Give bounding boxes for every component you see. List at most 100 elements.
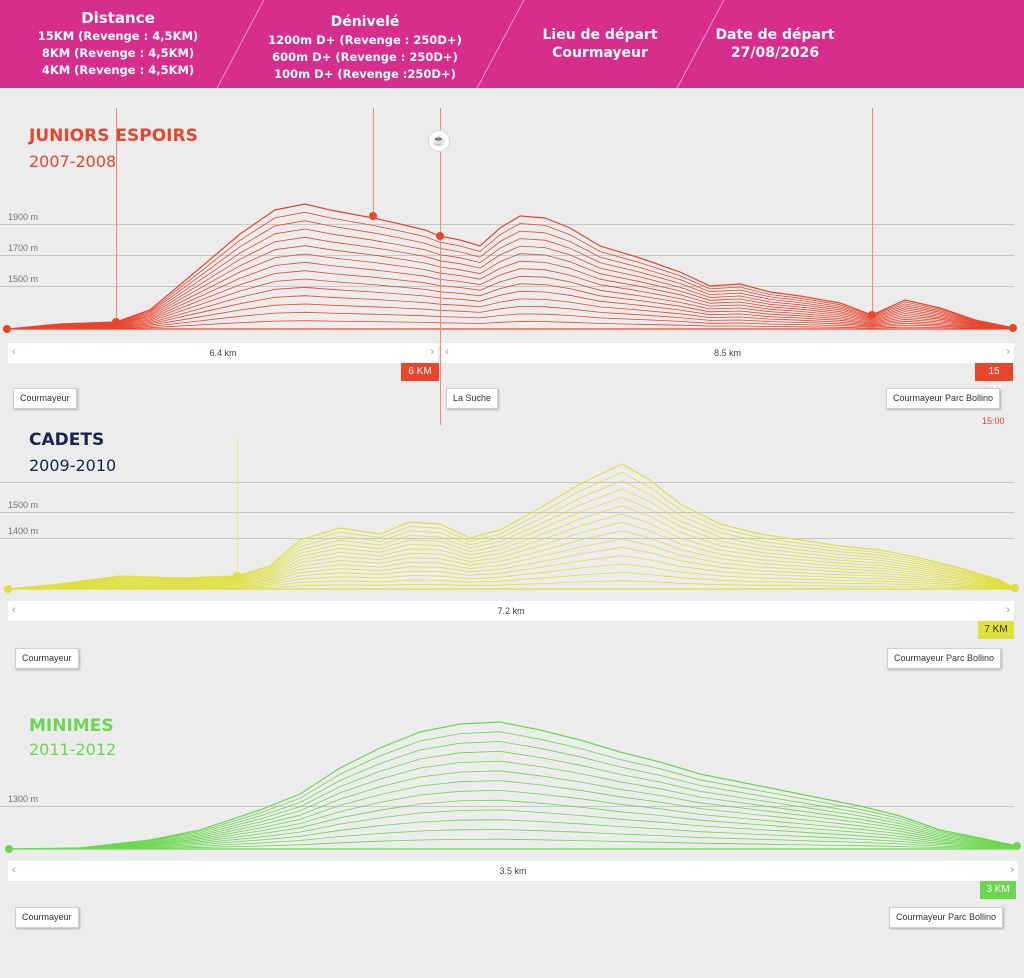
elevation-profile[interactable] [0, 428, 1024, 698]
profile-layer [8, 760, 1018, 850]
start-point[interactable] [3, 325, 11, 333]
chevron-left-icon[interactable]: ‹ [12, 604, 16, 616]
segment-bar[interactable]: ‹ 3.5 km › [8, 861, 1018, 881]
segment-bar[interactable]: ‹ 6.4 km › [8, 343, 438, 363]
elevation-line-3: 100m D+ (Revenge :250D+) [274, 67, 456, 81]
profile-layer [7, 571, 1016, 590]
finish-point[interactable] [1009, 324, 1017, 332]
waypoint-marker [116, 108, 117, 322]
place-finish[interactable]: Courmayeur Parc Bollino [889, 907, 1004, 928]
profile-layer [8, 799, 1018, 850]
chevron-right-icon[interactable]: › [430, 346, 434, 358]
race-minimes: MINIMES 2011-2012 1300 m ‹ 3.5 km › 3 KM… [0, 698, 1024, 978]
distance-title: Distance [81, 9, 155, 27]
profile-layer [7, 563, 1016, 590]
distance-marker: 6 KM [401, 363, 439, 381]
elevation-gridline [0, 224, 1014, 225]
elevation-gridline [0, 512, 1014, 513]
start-place-title: Lieu de départ [542, 27, 658, 43]
chevron-left-icon[interactable]: ‹ [12, 346, 16, 358]
finish-point[interactable] [1011, 584, 1019, 592]
race-title: MINIMES [29, 716, 114, 736]
place-start[interactable]: Courmayeur [15, 907, 79, 928]
header-divider [476, 0, 525, 88]
elevation-gridline [0, 806, 1014, 807]
distance-line-1: 15KM (Revenge : 4,5KM) [37, 29, 199, 43]
waypoint-dot[interactable] [868, 311, 876, 319]
elevation-gridline [0, 255, 1014, 256]
place-start[interactable]: Courmayeur [13, 388, 77, 409]
waypoint-dot[interactable] [436, 232, 444, 240]
profile-layer [7, 303, 1015, 330]
segment-distance: 7.2 km [497, 606, 525, 616]
place-start[interactable]: Courmayeur [15, 648, 79, 669]
profile-layer [7, 253, 1015, 330]
waypoint-dot[interactable] [369, 212, 377, 220]
profile-layer [8, 770, 1018, 850]
refreshment-icon[interactable]: ☕ [428, 130, 450, 152]
elevation-label: 1900 m [8, 212, 39, 222]
elevation-title: Dénivelé [330, 14, 400, 30]
chevron-left-icon[interactable]: ‹ [445, 346, 449, 358]
waypoint-dot[interactable] [233, 572, 241, 580]
race-juniors-espoirs: JUNIORS ESPOIRS 2007-2008 1900 m 1700 m … [0, 88, 1024, 428]
segment-distance: 3.5 km [499, 866, 527, 876]
profile-layer [7, 496, 1016, 590]
profile-layer [8, 750, 1018, 850]
start-place-value: Courmayeur [552, 45, 648, 61]
profile-layer [7, 471, 1016, 590]
finish-point[interactable] [1013, 842, 1021, 850]
profile-layer [8, 780, 1018, 850]
profile-layer [8, 819, 1018, 850]
profile-layer [7, 278, 1015, 330]
race-cadets: CADETS 2009-2010 1500 m 1400 m ‹ 7.2 km … [0, 428, 1024, 698]
segment-bar[interactable]: ‹ 7.2 km › [8, 601, 1014, 621]
profile-layer [7, 311, 1015, 330]
distance-marker: 15 KM [975, 363, 1013, 395]
race-years: 2009-2010 [29, 456, 117, 475]
profile-layer [7, 236, 1015, 330]
chevron-right-icon[interactable]: › [1010, 864, 1014, 876]
elevation-gridline [0, 286, 1014, 287]
start-place-block: Lieu de départ Courmayeur [520, 0, 680, 88]
profile-layer [8, 829, 1018, 850]
elevation-profile[interactable] [0, 88, 1024, 428]
profile-layer [7, 320, 1015, 330]
waypoint-marker [237, 436, 238, 576]
profile-layer [8, 721, 1018, 850]
place-finish[interactable]: Courmayeur Parc Bollino [886, 388, 1001, 409]
profile-layer [7, 555, 1016, 590]
elevation-line-1: 1200m D+ (Revenge : 250D+) [268, 33, 462, 47]
start-point[interactable] [5, 845, 13, 853]
waypoint-dot[interactable] [112, 318, 120, 326]
elevation-profile[interactable] [0, 698, 1024, 978]
profile-layer [7, 261, 1015, 330]
start-date-block: Date de départ 27/08/2026 [700, 0, 850, 88]
profile-layer [7, 580, 1016, 590]
profile-layer [7, 203, 1015, 330]
profile-layer [7, 270, 1015, 330]
elevation-line-2: 600m D+ (Revenge : 250D+) [272, 50, 458, 64]
profile-layer [7, 220, 1015, 330]
segment-bar[interactable]: ‹ 8.5 km › [441, 343, 1014, 363]
elevation-label: 1500 m [8, 500, 39, 510]
race-title: CADETS [29, 430, 105, 450]
elevation-label: 1500 m [8, 274, 39, 284]
chevron-right-icon[interactable]: › [1006, 604, 1010, 616]
profile-layer [8, 809, 1018, 850]
profile-layer [7, 530, 1016, 590]
profile-layer [7, 463, 1016, 590]
place-checkpoint[interactable]: La Suche [446, 388, 499, 409]
elevation-block: Dénivelé 1200m D+ (Revenge : 250D+) 600m… [250, 0, 480, 88]
chevron-left-icon[interactable]: ‹ [12, 864, 16, 876]
chevron-right-icon[interactable]: › [1006, 346, 1010, 358]
profile-layer [7, 211, 1015, 330]
distance-line-3: 4KM (Revenge : 4,5KM) [41, 63, 195, 77]
elevation-label: 1300 m [8, 794, 39, 804]
waypoint-marker [440, 108, 441, 425]
start-point[interactable] [4, 585, 12, 593]
place-finish[interactable]: Courmayeur Parc Bollino [887, 648, 1002, 669]
start-date-title: Date de départ [715, 27, 835, 43]
race-info-header: Distance 15KM (Revenge : 4,5KM) 8KM (Rev… [0, 0, 1024, 88]
distance-line-2: 8KM (Revenge : 4,5KM) [41, 46, 195, 60]
